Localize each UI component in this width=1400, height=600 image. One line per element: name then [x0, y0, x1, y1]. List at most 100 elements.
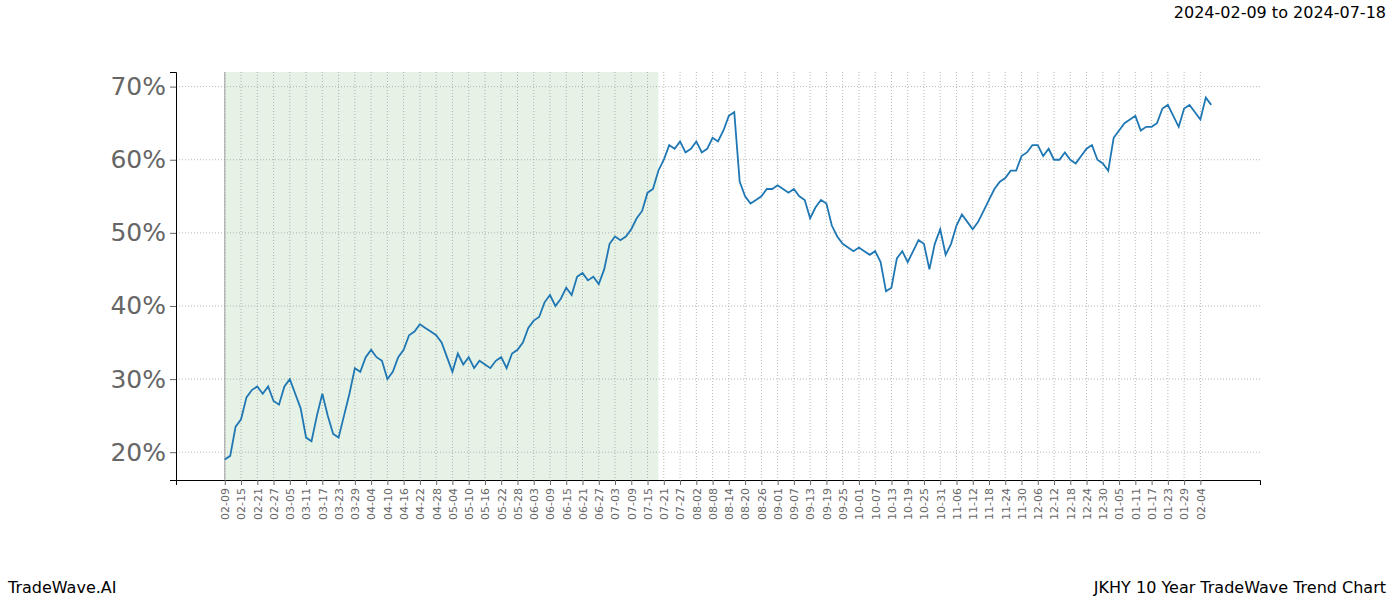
x-tick-label: 02-27 [268, 488, 281, 520]
x-tick: 03-29 [349, 480, 362, 520]
x-tick-label: 06-03 [528, 488, 541, 520]
x-tick-label: 11-18 [983, 488, 996, 520]
y-tick-label: 40% [110, 291, 166, 320]
grid-line-x [468, 72, 469, 480]
x-tick-label: 03-17 [317, 488, 330, 520]
grid-line-x [452, 72, 453, 480]
grid-line-x [436, 72, 437, 480]
x-tick: 08-26 [756, 480, 769, 520]
grid-line-y [176, 232, 1260, 233]
x-tick-label: 10-07 [870, 488, 883, 520]
x-tick-label: 07-21 [658, 488, 671, 520]
x-tick-mark [241, 480, 242, 485]
x-tick: 06-15 [561, 480, 574, 520]
x-tick-mark [1070, 480, 1071, 485]
x-tick: 04-10 [382, 480, 395, 520]
grid-line-x [273, 72, 274, 480]
x-tick-mark [225, 480, 226, 485]
x-tick: 08-20 [739, 480, 752, 520]
x-tick-mark [1200, 480, 1201, 485]
x-tick-label: 05-28 [512, 488, 525, 520]
x-tick: 09-01 [772, 480, 785, 520]
x-tick-label: 11-24 [1000, 488, 1013, 520]
x-tick: 03-05 [284, 480, 297, 520]
grid-line-x [1151, 72, 1152, 480]
x-tick-mark [1135, 480, 1136, 485]
x-tick: 10-07 [870, 480, 883, 520]
grid-line-x [907, 72, 908, 480]
x-tick: 07-03 [609, 480, 622, 520]
trend-line [225, 98, 1211, 460]
x-tick: 05-28 [512, 480, 525, 520]
x-tick-label: 08-08 [707, 488, 720, 520]
x-tick-mark [387, 480, 388, 485]
x-tick-label: 01-05 [1113, 488, 1126, 520]
x-tick-label: 05-22 [496, 488, 509, 520]
grid-line-x [810, 72, 811, 480]
grid-line-x [549, 72, 550, 480]
x-tick: 02-09 [219, 480, 232, 520]
x-tick: 11-30 [1016, 480, 1029, 520]
x-tick-label: 10-13 [886, 488, 899, 520]
x-tick: 03-23 [333, 480, 346, 520]
x-tick-mark [517, 480, 518, 485]
x-tick-label: 09-13 [804, 488, 817, 520]
x-tick: 02-04 [1195, 480, 1208, 520]
x-tick: 12-06 [1032, 480, 1045, 520]
y-tick: 40% [110, 291, 176, 320]
x-tick-label: 01-11 [1130, 488, 1143, 520]
x-tick-label: 09-01 [772, 488, 785, 520]
x-tick-label: 07-03 [609, 488, 622, 520]
x-tick-mark [322, 480, 323, 485]
x-tick-label: 04-04 [365, 488, 378, 520]
x-axis-line [177, 481, 1261, 486]
x-tick: 12-12 [1048, 480, 1061, 520]
y-tick-label: 20% [110, 438, 166, 467]
x-tick: 03-11 [300, 480, 313, 520]
x-tick-label: 06-21 [577, 488, 590, 520]
x-tick-label: 08-02 [691, 488, 704, 520]
x-tick-label: 11-30 [1016, 488, 1029, 520]
y-tick-mark [170, 233, 176, 234]
x-tick-label: 05-10 [463, 488, 476, 520]
x-tick-label: 10-01 [853, 488, 866, 520]
x-tick-mark [810, 480, 811, 485]
grid-line-x [582, 72, 583, 480]
x-tick-mark [826, 480, 827, 485]
y-tick: 60% [110, 145, 176, 174]
x-tick: 11-12 [967, 480, 980, 520]
x-tick-mark [1022, 480, 1023, 485]
x-tick-mark [859, 480, 860, 485]
x-tick-label: 07-15 [642, 488, 655, 520]
x-tick-label: 12-06 [1032, 488, 1045, 520]
y-axis-line [170, 73, 177, 481]
x-tick-mark [1038, 480, 1039, 485]
grid-line-x [1037, 72, 1038, 480]
x-tick-mark [257, 480, 258, 485]
annotation: TradeWave.AI [7, 578, 116, 597]
grid-line-x [696, 72, 697, 480]
x-tick-mark [778, 480, 779, 485]
y-tick: 70% [110, 72, 176, 101]
x-tick-label: 09-25 [837, 488, 850, 520]
x-tick-label: 12-30 [1097, 488, 1110, 520]
x-tick: 09-07 [788, 480, 801, 520]
grid-line-x [891, 72, 892, 480]
x-tick-label: 04-10 [382, 488, 395, 520]
x-tick-label: 12-18 [1065, 488, 1078, 520]
x-tick-label: 05-04 [447, 488, 460, 520]
grid-line-x [712, 72, 713, 480]
x-tick-mark [452, 480, 453, 485]
grid-line-x [940, 72, 941, 480]
x-tick: 07-27 [674, 480, 687, 520]
grid-line-x [647, 72, 648, 480]
grid-line-x [826, 72, 827, 480]
x-tick-mark [534, 480, 535, 485]
x-tick-mark [306, 480, 307, 485]
x-tick: 01-05 [1113, 480, 1126, 520]
subtitle: 2024-02-09 to 2024-07-18 [1174, 3, 1386, 22]
grid-line-x [1070, 72, 1071, 480]
x-tick: 12-24 [1081, 480, 1094, 520]
x-tick: 10-01 [853, 480, 866, 520]
x-tick-mark [761, 480, 762, 485]
